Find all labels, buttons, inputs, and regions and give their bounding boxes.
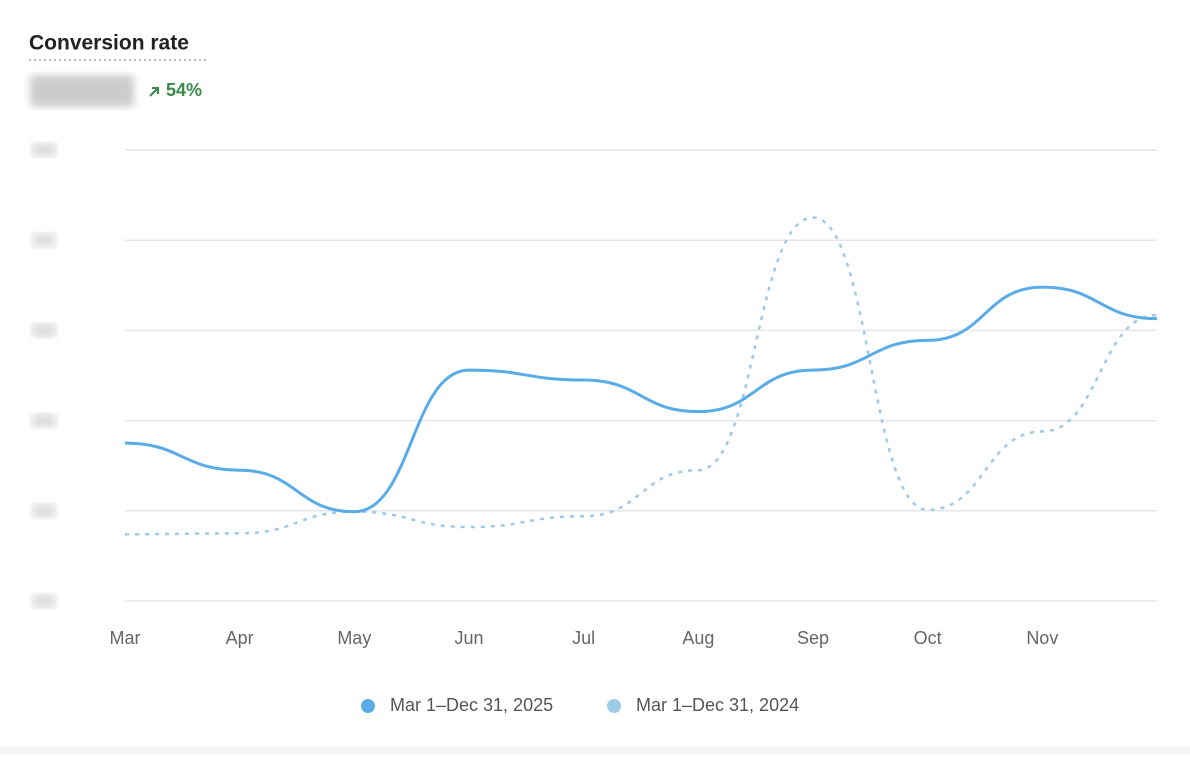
blurred-tick-label bbox=[32, 594, 56, 608]
bottom-edge bbox=[0, 746, 1190, 754]
blurred-tick-label bbox=[32, 503, 56, 518]
series-line bbox=[124, 285, 1158, 514]
legend-swatch bbox=[361, 699, 375, 713]
x-tick-label: Jun bbox=[454, 628, 483, 648]
x-tick-label: Apr bbox=[226, 628, 254, 648]
x-tick-label: Aug bbox=[682, 628, 714, 648]
blurred-value bbox=[30, 75, 134, 107]
x-tick-label: Sep bbox=[797, 628, 829, 648]
legend-label: Mar 1–Dec 31, 2025 bbox=[390, 695, 553, 715]
chart-title[interactable]: Conversion rate bbox=[29, 32, 189, 55]
blurred-tick-label bbox=[32, 323, 56, 338]
blurred-tick-label bbox=[32, 233, 56, 248]
series-line bbox=[124, 216, 1158, 536]
x-tick-label: May bbox=[337, 628, 371, 648]
legend-label: Mar 1–Dec 31, 2024 bbox=[636, 695, 799, 715]
x-tick-label: Mar bbox=[110, 628, 141, 648]
blurred-tick-label bbox=[32, 413, 56, 428]
blurred-tick-label bbox=[32, 143, 56, 157]
change: 54% bbox=[166, 80, 202, 100]
x-tick-label: Nov bbox=[1026, 628, 1058, 648]
x-tick-label: Oct bbox=[914, 628, 942, 648]
x-tick-label: Jul bbox=[572, 628, 595, 648]
trend-arrow bbox=[149, 87, 159, 97]
legend-swatch bbox=[607, 699, 621, 713]
